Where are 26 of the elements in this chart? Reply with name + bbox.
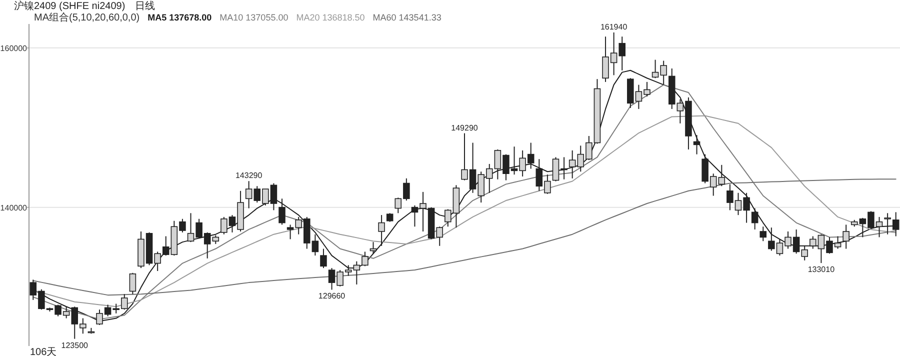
annotation: 129660 — [318, 292, 346, 301]
candlestick — [842, 224, 850, 250]
chart-subtitle: 日线 — [135, 0, 156, 12]
text: MA10 137055.00 — [220, 12, 288, 22]
candlestick — [718, 164, 726, 187]
chart-title: 沪镍2409 (SHFE ni2409) — [14, 0, 126, 12]
annotation: 133010 — [808, 265, 836, 274]
candlestick — [760, 226, 767, 242]
text: MA组合(5,10,20,60,0,0) — [34, 12, 140, 24]
candlestick — [278, 198, 286, 226]
candlestick — [751, 208, 758, 230]
candlestick — [884, 212, 891, 235]
annotation: 123500 — [61, 340, 89, 350]
candlestick — [378, 214, 385, 246]
y-tick-label: 140000 — [0, 203, 28, 212]
annotation: 161940 — [600, 22, 628, 32]
annotation: 149290 — [451, 123, 478, 132]
y-tick-label: 160000 — [0, 44, 28, 53]
candlestick — [320, 248, 327, 269]
text: MA5 137678.00 — [148, 12, 212, 22]
annotation: 143290 — [235, 171, 263, 180]
text: MA20 136818.50 — [296, 12, 365, 22]
text: MA60 143541.33 — [372, 12, 442, 22]
text: 106天 — [30, 347, 57, 356]
candlestick — [693, 134, 700, 155]
candlestick — [129, 272, 136, 295]
